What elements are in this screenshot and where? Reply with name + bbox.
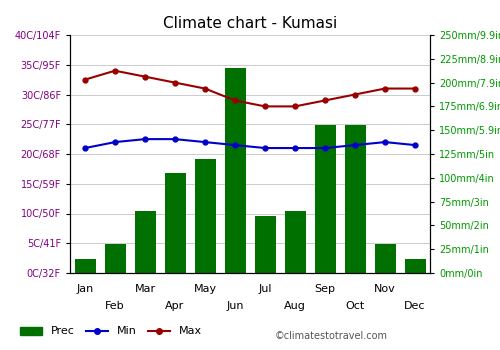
- Legend: Prec, Min, Max: Prec, Min, Max: [16, 322, 207, 341]
- Text: Jun: Jun: [226, 301, 244, 311]
- Text: Aug: Aug: [284, 301, 306, 311]
- Bar: [254, 216, 276, 273]
- Bar: [314, 125, 336, 273]
- Text: Jan: Jan: [76, 284, 94, 294]
- Bar: [134, 211, 156, 273]
- Text: Mar: Mar: [134, 284, 156, 294]
- Bar: [104, 244, 126, 273]
- Bar: [404, 259, 425, 273]
- Bar: [284, 211, 306, 273]
- Bar: [194, 159, 216, 273]
- Bar: [224, 68, 246, 273]
- Bar: [164, 173, 186, 273]
- Text: Nov: Nov: [374, 284, 396, 294]
- Text: May: May: [194, 284, 216, 294]
- Bar: [74, 259, 96, 273]
- Text: Sep: Sep: [314, 284, 336, 294]
- Text: ©climatestotravel.com: ©climatestotravel.com: [275, 331, 388, 341]
- Text: Feb: Feb: [105, 301, 125, 311]
- Text: Dec: Dec: [404, 301, 426, 311]
- Title: Climate chart - Kumasi: Climate chart - Kumasi: [163, 16, 337, 31]
- Text: Apr: Apr: [166, 301, 184, 311]
- Text: Jul: Jul: [258, 284, 272, 294]
- Text: Oct: Oct: [346, 301, 364, 311]
- Bar: [374, 244, 396, 273]
- Bar: [344, 125, 366, 273]
